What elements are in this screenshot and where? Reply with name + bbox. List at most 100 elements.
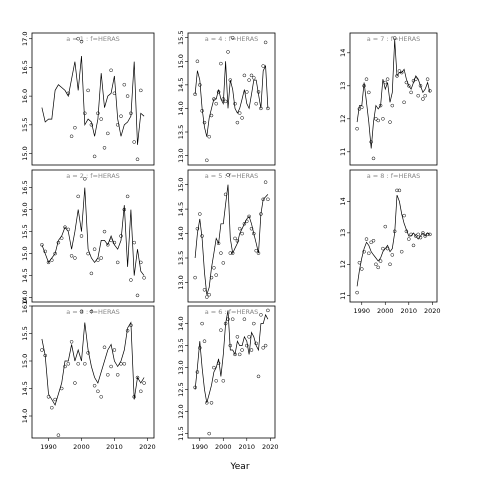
observation-point: [132, 395, 136, 399]
y-tick-label: 13.5: [177, 338, 185, 352]
observation-point: [92, 154, 97, 159]
observation-point: [256, 374, 261, 379]
observation-point: [364, 77, 369, 81]
observation-point: [106, 373, 110, 377]
observation-point: [46, 395, 51, 399]
observation-point: [53, 251, 57, 256]
observation-point: [233, 101, 237, 106]
observation-point: [263, 40, 268, 45]
observation-point: [245, 90, 249, 94]
observation-point: [261, 197, 265, 202]
panel-frame: [349, 32, 438, 166]
x-tick-label: 2010: [106, 443, 123, 451]
observation-point: [390, 253, 395, 257]
observation-point: [115, 373, 120, 377]
panel-frame: [31, 169, 155, 303]
observation-point: [43, 249, 47, 254]
panel-title: a = 5 : f=HERAS: [205, 172, 259, 180]
y-tick-label: 15.5: [177, 30, 185, 44]
observation-point: [388, 120, 392, 124]
x-tick-label: 1990: [191, 443, 208, 451]
observation-point: [397, 188, 402, 193]
observation-point: [40, 243, 44, 247]
observation-point: [119, 234, 123, 238]
observation-point: [385, 246, 390, 251]
panel-frame: [187, 169, 276, 303]
observation-point: [367, 251, 371, 256]
x-tick-label: 2000: [73, 443, 90, 451]
observation-point: [122, 207, 127, 212]
observation-point: [83, 111, 87, 116]
observation-point: [125, 328, 130, 333]
observation-point: [414, 77, 418, 81]
observation-point: [242, 73, 247, 78]
panel-5: a = 5 : f=HERAS 13.0 13.5 14.0 14.5 15.0: [177, 169, 276, 303]
observation-point: [40, 348, 44, 352]
observation-point: [256, 90, 261, 94]
observation-point: [252, 76, 256, 80]
observation-point: [63, 225, 67, 229]
y-tick-label: 14.5: [21, 268, 29, 282]
observation-point: [115, 260, 120, 265]
observation-point: [423, 234, 427, 238]
x-tick-label: 2010: [239, 443, 256, 451]
y-tick-label: 15.0: [21, 146, 29, 160]
observation-point: [193, 275, 197, 280]
x-tick-label: 2020: [424, 307, 441, 315]
observation-point: [259, 313, 263, 317]
observation-point: [193, 92, 197, 97]
observation-point: [404, 229, 409, 234]
observation-point: [207, 292, 211, 297]
observation-point: [395, 74, 399, 78]
observation-point: [212, 266, 216, 270]
observation-point: [371, 238, 376, 243]
y-tick-label: 13.5: [177, 125, 185, 139]
observation-point: [83, 362, 87, 366]
observation-point: [230, 251, 235, 255]
observation-point: [214, 379, 218, 383]
fitted-line: [41, 55, 145, 145]
panel-title: a = 2 : f=HERAS: [66, 172, 120, 180]
observation-point: [240, 116, 244, 120]
observation-point: [50, 405, 54, 410]
fitted-line: [194, 61, 269, 137]
observation-point: [425, 77, 430, 81]
observation-point: [73, 125, 77, 130]
observation-point: [209, 275, 214, 280]
observation-point: [56, 240, 61, 245]
y-tick-label: 17.0: [21, 31, 29, 45]
observation-point: [109, 238, 113, 243]
observation-point: [381, 246, 385, 251]
observation-point: [209, 401, 214, 405]
observation-point: [418, 84, 423, 88]
observation-point: [195, 370, 200, 374]
observation-point: [252, 231, 256, 236]
y-tick-label: 14: [339, 49, 347, 57]
observation-point: [205, 158, 209, 163]
panel-1: a = 1 : f=HERAS 15.0 15.5 16.0 16.5 17.0: [21, 31, 155, 166]
y-tick-label: 15.0: [21, 354, 29, 368]
observation-point: [247, 335, 251, 339]
observation-point: [247, 78, 251, 82]
observation-point: [106, 131, 110, 136]
observation-point: [79, 309, 84, 314]
observation-point: [96, 389, 100, 394]
observation-point: [263, 343, 268, 348]
observation-point: [115, 123, 120, 127]
observation-point: [106, 243, 110, 247]
fitted-line: [194, 310, 269, 403]
y-tick-label: 16.0: [21, 89, 29, 103]
observation-point: [83, 177, 87, 181]
observation-point: [245, 219, 249, 224]
observation-point: [109, 68, 113, 73]
x-tick-label: 2020: [262, 443, 279, 451]
observation-point: [200, 321, 204, 326]
observation-point: [233, 352, 237, 357]
observation-point: [102, 146, 107, 150]
fitted-line: [356, 39, 431, 149]
observation-point: [402, 100, 406, 105]
observation-point: [129, 278, 133, 282]
observation-point: [378, 103, 383, 108]
observation-point: [242, 222, 247, 226]
observation-point: [399, 249, 404, 254]
